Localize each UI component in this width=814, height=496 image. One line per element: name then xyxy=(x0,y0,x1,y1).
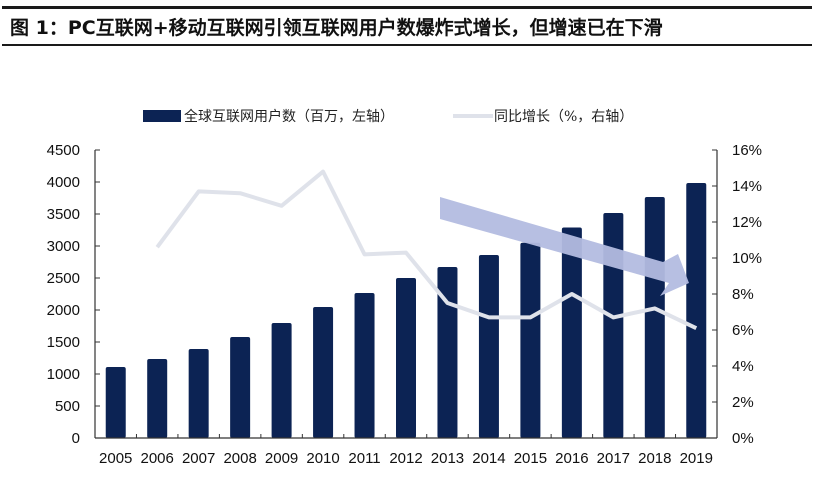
x-tick-label: 2008 xyxy=(223,450,256,467)
x-tick-label: 2009 xyxy=(265,450,298,467)
bar-2014 xyxy=(478,254,499,438)
x-tick-label: 2006 xyxy=(141,450,174,467)
bar-2009 xyxy=(271,322,292,438)
left-tick-label: 1000 xyxy=(47,366,80,383)
bar-2007 xyxy=(188,349,209,438)
right-tick-label: 0% xyxy=(732,430,754,447)
legend: 全球互联网用户数（百万，左轴） 同比增长（%，右轴） xyxy=(143,108,633,125)
x-tick-label: 2013 xyxy=(431,450,464,467)
bar-2012 xyxy=(396,278,416,438)
legend-swatch-bar xyxy=(143,110,181,122)
left-axis-labels: 0 500 1000 1500 2000 2500 3000 3500 4000 4500 xyxy=(47,142,80,447)
right-axis-labels: 0% 2% 4% 6% 8% 10% 12% 14% 16% xyxy=(732,142,762,447)
right-tick-label: 2% xyxy=(732,394,754,411)
bar-2006 xyxy=(147,359,168,438)
legend-label-line: 同比增长（%，右轴） xyxy=(494,109,633,125)
bar-2010 xyxy=(313,306,334,438)
line-series xyxy=(155,169,698,331)
trend-arrow-shape xyxy=(440,197,689,296)
right-tick-label: 8% xyxy=(732,286,754,303)
x-tick-label: 2016 xyxy=(555,450,588,467)
right-tick-label: 16% xyxy=(732,142,762,159)
figure-title: 图 1：PC互联网+移动互联网引领互联网用户数爆炸式增长，但增速已在下滑 xyxy=(10,17,663,39)
bar-2019 xyxy=(686,183,707,438)
bar-2016 xyxy=(561,227,582,438)
left-tick-label: 2000 xyxy=(47,302,80,319)
x-tick-label: 2014 xyxy=(472,450,505,467)
x-tick-label: 2011 xyxy=(348,450,380,467)
right-tick-label: 10% xyxy=(732,250,762,267)
x-axis-labels: 2005 2006 2007 2008 2009 2010 2011 2012 2013 2014… xyxy=(99,450,713,467)
bar-2018 xyxy=(644,196,665,438)
x-tick-label: 2010 xyxy=(306,450,339,467)
left-tick-label: 3500 xyxy=(47,206,80,223)
left-tick-label: 3000 xyxy=(47,238,80,255)
bar-2015 xyxy=(520,242,541,438)
title-top-rule xyxy=(2,6,812,9)
x-tick-label: 2012 xyxy=(389,450,422,467)
x-tick-label: 2015 xyxy=(514,450,547,467)
right-tick-label: 4% xyxy=(732,358,754,375)
right-tick-label: 6% xyxy=(732,322,754,339)
trend-arrow xyxy=(440,197,689,296)
right-tick-label: 12% xyxy=(732,214,762,231)
x-tick-label: 2019 xyxy=(680,450,713,467)
bar-2013 xyxy=(437,266,458,438)
x-tick-label: 2007 xyxy=(182,450,215,467)
left-tick-label: 4000 xyxy=(47,174,80,191)
bar-2005 xyxy=(105,366,126,438)
left-tick-label: 2500 xyxy=(47,270,80,287)
left-tick-label: 4500 xyxy=(47,142,80,159)
bar-2011 xyxy=(354,292,375,438)
growth-line xyxy=(155,169,698,331)
bar-2017 xyxy=(603,212,624,438)
bar-series xyxy=(105,183,707,438)
left-tick-label: 500 xyxy=(55,398,80,415)
left-tick-label: 0 xyxy=(72,430,80,447)
axes xyxy=(94,149,718,439)
title-bottom-rule xyxy=(2,44,812,46)
x-tick-label: 2018 xyxy=(638,450,671,467)
x-tick-label: 2017 xyxy=(597,450,630,467)
legend-label-bar: 全球互联网用户数（百万，左轴） xyxy=(184,108,394,125)
x-tick-label: 2005 xyxy=(99,450,132,467)
legend-swatch-line xyxy=(453,114,493,118)
left-tick-label: 1500 xyxy=(47,334,80,351)
bar-2008 xyxy=(230,337,251,438)
right-tick-label: 14% xyxy=(732,178,762,195)
